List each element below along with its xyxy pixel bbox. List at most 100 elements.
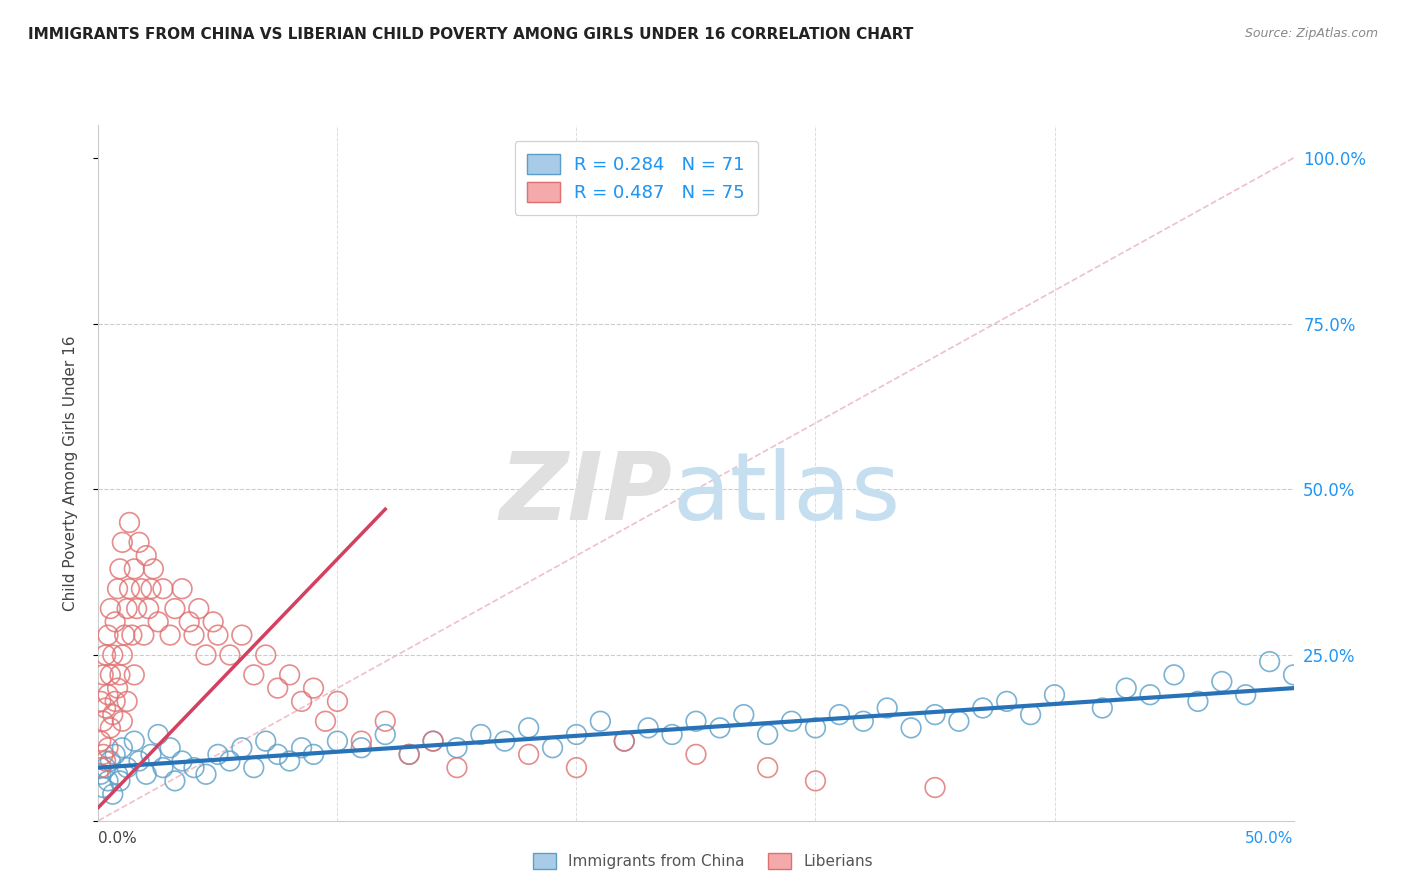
Point: [91, 780, 114, 795]
Point: [90, 761, 112, 775]
Point: [565, 761, 588, 775]
Point: [125, 601, 148, 615]
Point: [995, 694, 1018, 708]
Point: [139, 582, 162, 596]
Y-axis label: Child Poverty Among Girls Under 16: Child Poverty Among Girls Under 16: [63, 335, 77, 610]
Point: [90, 734, 112, 748]
Point: [1282, 668, 1305, 682]
Point: [852, 714, 875, 729]
Point: [148, 727, 170, 741]
Point: [804, 773, 827, 788]
Point: [326, 694, 349, 708]
Point: [98, 754, 122, 768]
Point: [104, 747, 127, 762]
Point: [900, 721, 922, 735]
Point: [565, 727, 588, 741]
Point: [470, 727, 492, 741]
Point: [828, 707, 851, 722]
Point: [159, 628, 181, 642]
Point: [207, 747, 229, 762]
Point: [202, 615, 225, 629]
Point: [111, 714, 134, 729]
Point: [194, 648, 218, 662]
Point: [94, 648, 117, 662]
Point: [972, 701, 994, 715]
Point: [1043, 688, 1066, 702]
Point: [756, 761, 779, 775]
Point: [278, 668, 301, 682]
Point: [194, 767, 218, 781]
Point: [1019, 707, 1042, 722]
Point: [135, 767, 157, 781]
Point: [756, 727, 779, 741]
Point: [291, 694, 314, 708]
Point: [139, 747, 162, 762]
Legend: Immigrants from China, Liberians: Immigrants from China, Liberians: [527, 847, 879, 875]
Point: [1211, 674, 1233, 689]
Point: [131, 582, 153, 596]
Point: [152, 582, 174, 596]
Point: [685, 747, 707, 762]
Point: [104, 615, 127, 629]
Point: [132, 628, 155, 642]
Point: [108, 773, 131, 788]
Point: [97, 688, 120, 702]
Point: [733, 707, 755, 722]
Point: [1258, 655, 1281, 669]
Point: [111, 740, 134, 755]
Point: [94, 701, 117, 715]
Point: [326, 734, 349, 748]
Point: [924, 780, 946, 795]
Point: [107, 767, 129, 781]
Point: [163, 773, 186, 788]
Point: [107, 582, 129, 596]
Point: [1234, 688, 1257, 702]
Point: [124, 734, 146, 748]
Point: [243, 668, 266, 682]
Point: [90, 767, 112, 781]
Point: [97, 773, 120, 788]
Point: [159, 740, 181, 755]
Point: [709, 721, 731, 735]
Point: [613, 734, 636, 748]
Point: [231, 628, 253, 642]
Point: [97, 628, 120, 642]
Point: [91, 714, 114, 729]
Point: [108, 668, 131, 682]
Point: [94, 761, 117, 775]
Point: [111, 535, 134, 549]
Point: [118, 582, 141, 596]
Point: [183, 761, 205, 775]
Point: [517, 747, 540, 762]
Point: [637, 721, 659, 735]
Point: [374, 714, 396, 729]
Point: [422, 734, 444, 748]
Legend: R = 0.284   N = 71, R = 0.487   N = 75: R = 0.284 N = 71, R = 0.487 N = 75: [515, 141, 758, 215]
Point: [267, 681, 290, 695]
Point: [302, 681, 325, 695]
Point: [101, 707, 124, 722]
Point: [172, 582, 194, 596]
Point: [219, 648, 242, 662]
Point: [661, 727, 683, 741]
Point: [128, 535, 150, 549]
Point: [1187, 694, 1209, 708]
Point: [148, 615, 170, 629]
Point: [231, 740, 253, 755]
Point: [124, 562, 146, 576]
Point: [98, 721, 122, 735]
Point: [398, 747, 420, 762]
Point: [124, 668, 146, 682]
Point: [91, 668, 114, 682]
Point: [422, 734, 444, 748]
Point: [278, 754, 301, 768]
Text: IMMIGRANTS FROM CHINA VS LIBERIAN CHILD POVERTY AMONG GIRLS UNDER 16 CORRELATION: IMMIGRANTS FROM CHINA VS LIBERIAN CHILD …: [28, 27, 914, 42]
Point: [494, 734, 516, 748]
Point: [291, 740, 314, 755]
Point: [114, 628, 136, 642]
Point: [924, 707, 946, 722]
Point: [121, 628, 143, 642]
Point: [118, 516, 141, 530]
Point: [1115, 681, 1137, 695]
Point: [1091, 701, 1114, 715]
